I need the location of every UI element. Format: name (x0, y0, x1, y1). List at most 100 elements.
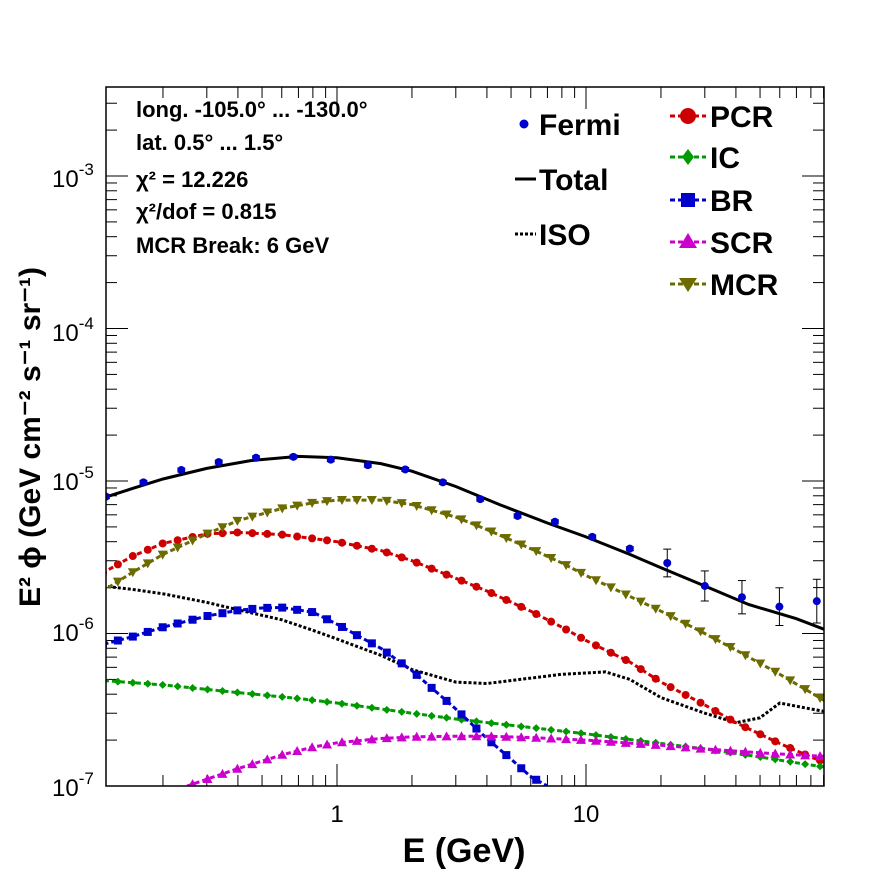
legend-marker-ic (682, 149, 694, 165)
fermi-point (663, 548, 672, 578)
series-marker-ic (293, 694, 302, 703)
series-marker-mcr (516, 540, 527, 550)
fermi-point (737, 580, 746, 615)
series-marker-pcr (621, 656, 630, 665)
legend-entry-pcr: PCR (670, 101, 774, 134)
series-marker-scr (605, 736, 616, 746)
series-marker-br (337, 622, 346, 631)
series-marker-scr (292, 746, 303, 756)
series-marker-scr (695, 743, 706, 753)
series-marker-pcr (457, 576, 466, 585)
fermi-point (588, 532, 597, 541)
series-marker-mcr (710, 635, 721, 645)
series-marker-pcr (412, 558, 421, 567)
series-marker-mcr (277, 504, 288, 514)
series-marker-pcr (442, 570, 451, 579)
series-marker-scr (516, 732, 527, 742)
info-longitude: long. -105.0° ... -130.0° (136, 97, 368, 122)
series-marker-ic (278, 692, 287, 701)
fermi-marker (363, 461, 372, 470)
series-marker-mcr (680, 619, 691, 629)
axis-ticks (106, 87, 825, 787)
legend-label-total: Total (539, 164, 608, 197)
series-marker-mcr (336, 496, 347, 506)
fermi-point (401, 465, 410, 474)
series-marker-pcr (756, 730, 765, 739)
series-marker-scr (456, 731, 467, 741)
legend-label-ic: IC (710, 142, 740, 175)
series-marker-scr (396, 732, 407, 742)
legend-label-br: BR (710, 185, 754, 218)
legend-entry-mcr: MCR (670, 269, 779, 302)
series-marker-mcr (396, 499, 407, 509)
series-marker-scr (351, 735, 362, 745)
fermi-marker (139, 478, 148, 487)
series-marker-ic (337, 699, 346, 708)
fermi-point (550, 517, 559, 526)
series-marker-pcr (113, 560, 122, 569)
fermi-marker (326, 455, 335, 464)
legend-entry-br: BR (670, 185, 754, 218)
series-marker-scr (680, 742, 691, 752)
series-marker-pcr (128, 552, 137, 561)
series-marker-mcr (322, 497, 333, 507)
series-marker-pcr (293, 532, 302, 541)
series-marker-pcr (337, 538, 346, 547)
series-marker-mcr (426, 506, 437, 516)
series-marker-br (233, 606, 242, 615)
fermi-marker (252, 453, 261, 462)
series-marker-br (532, 775, 541, 784)
fermi-point (775, 587, 784, 627)
series-marker-ic (248, 689, 257, 698)
legend-label-pcr: PCR (710, 101, 774, 134)
series-marker-br (502, 751, 511, 760)
series-marker-pcr (218, 529, 227, 538)
series-marker-mcr (576, 568, 587, 578)
fermi-marker (177, 466, 186, 475)
series-marker-pcr (547, 617, 556, 626)
series-marker-br (397, 659, 406, 668)
series-marker-br (128, 632, 137, 641)
series-mcr (106, 496, 824, 704)
series-marker-scr (665, 741, 676, 751)
series-marker-br (457, 710, 466, 719)
series-marker-pcr (771, 737, 780, 746)
series-marker-scr (426, 731, 437, 741)
series-marker-pcr (158, 539, 167, 548)
series-marker-pcr (248, 529, 257, 538)
fermi-marker (775, 602, 784, 611)
fermi-marker (214, 458, 223, 467)
series-marker-br (442, 696, 451, 705)
series-marker-mcr (112, 577, 123, 587)
series-marker-br (517, 764, 526, 773)
series-marker-mcr (187, 536, 198, 546)
series-marker-pcr (651, 674, 660, 683)
series-marker-br (113, 636, 122, 645)
series-marker-scr (755, 747, 766, 757)
series-marker-ic (577, 729, 586, 738)
fermi-point (700, 570, 709, 602)
series-marker-scr (188, 779, 197, 786)
series-marker-ic (786, 757, 795, 766)
fermi-marker (700, 581, 709, 590)
series-line-iso (106, 584, 824, 725)
legend-label-mcr: MCR (710, 269, 779, 302)
series-marker-pcr (517, 602, 526, 611)
series-marker-ic (188, 683, 197, 692)
series-ic (106, 677, 824, 771)
series-marker-scr (262, 754, 273, 764)
series-marker-br (248, 604, 257, 613)
series-marker-scr (710, 744, 721, 754)
series-marker-scr (247, 759, 258, 769)
series-marker-br (158, 623, 167, 632)
fermi-marker (106, 492, 110, 501)
fermi-marker (625, 544, 634, 553)
series-marker-br (323, 615, 332, 624)
series-marker-br (218, 609, 227, 618)
series-marker-mcr (755, 659, 766, 669)
legend-label-iso: ISO (539, 219, 591, 252)
series-marker-mcr (561, 561, 572, 571)
series-marker-mcr (815, 694, 824, 704)
series-marker-pcr (308, 534, 317, 543)
series-marker-mcr (366, 496, 377, 506)
